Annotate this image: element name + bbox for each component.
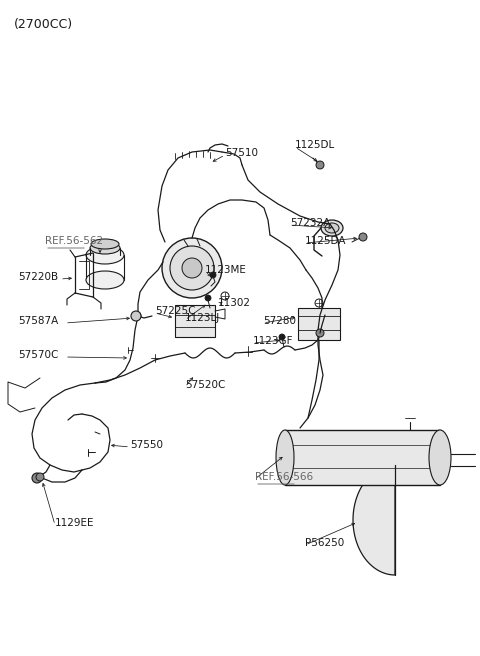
Circle shape [316,329,324,337]
Text: 57280: 57280 [263,316,296,326]
Text: 57520C: 57520C [185,380,226,390]
Circle shape [32,473,42,483]
Circle shape [279,334,285,340]
Text: 1129EE: 1129EE [55,518,95,528]
Circle shape [170,246,214,290]
Circle shape [162,238,222,298]
Circle shape [131,311,141,321]
Text: 57232A: 57232A [290,218,330,228]
Text: 1125DL: 1125DL [295,140,335,150]
Text: REF.56-562: REF.56-562 [45,236,103,246]
Text: REF.56-566: REF.56-566 [255,472,313,482]
Text: 1123ME: 1123ME [205,265,247,275]
Circle shape [205,295,211,301]
Ellipse shape [91,239,119,249]
Text: 57225C: 57225C [155,306,195,316]
Text: 1123GF: 1123GF [253,336,293,346]
Text: 57587A: 57587A [18,316,58,326]
Text: 1123LJ: 1123LJ [185,313,220,323]
Text: 57510: 57510 [225,148,258,158]
Ellipse shape [325,223,339,233]
Circle shape [36,473,44,481]
Circle shape [316,161,324,169]
Text: 57220B: 57220B [18,272,58,282]
Ellipse shape [90,242,120,254]
Text: 57550: 57550 [130,440,163,450]
Text: P56250: P56250 [305,538,344,548]
Ellipse shape [86,271,124,289]
Bar [285,430,440,485]
Ellipse shape [276,430,294,485]
Bar [298,308,340,340]
Ellipse shape [429,430,451,485]
PathPatch shape [353,465,395,575]
Ellipse shape [321,220,343,236]
Circle shape [210,272,216,278]
Text: (2700CC): (2700CC) [14,18,73,31]
Text: 57570C: 57570C [18,350,59,360]
Circle shape [182,258,202,278]
Ellipse shape [86,246,124,264]
Circle shape [133,312,141,320]
Bar [175,305,215,337]
Text: 1125DA: 1125DA [305,236,347,246]
Circle shape [359,233,367,241]
Text: 11302: 11302 [218,298,251,308]
